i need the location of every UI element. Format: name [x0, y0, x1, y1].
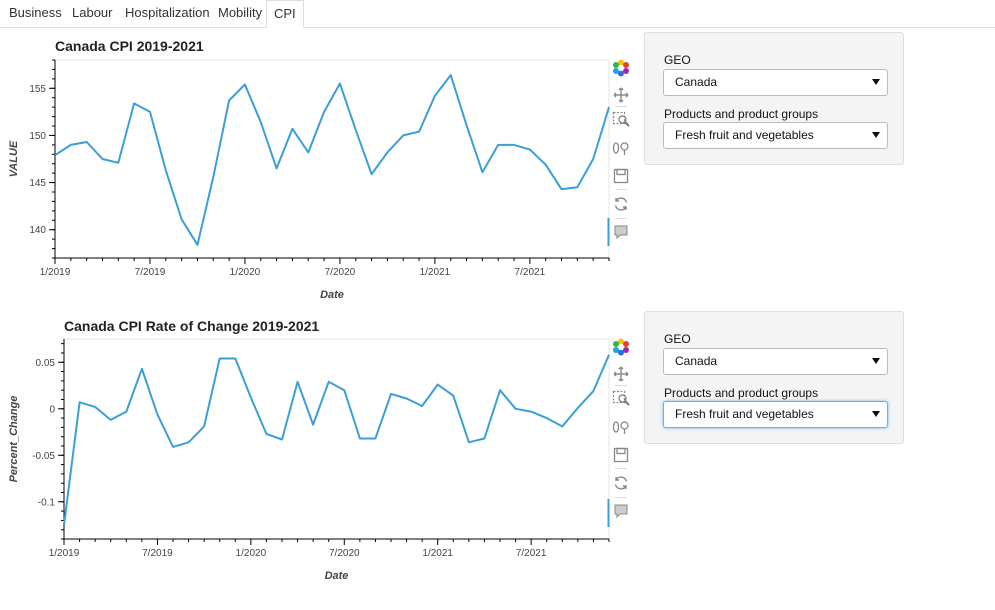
- wheel-zoom-icon[interactable]: [610, 138, 632, 158]
- box-zoom-icon[interactable]: [610, 389, 632, 409]
- toolbar-divider: [615, 468, 627, 469]
- bokeh-logo-icon: [610, 337, 632, 357]
- x-tick-label: 1/2020: [236, 548, 267, 559]
- x-tick-label: 7/2019: [135, 267, 166, 278]
- box-zoom-icon[interactable]: [610, 110, 632, 130]
- plot-frame: [54, 59, 610, 259]
- x-tick-label: 1/2019: [40, 267, 71, 278]
- x-axis-label: Date: [320, 289, 344, 301]
- product-select-value: Fresh fruit and vegetables: [675, 128, 814, 142]
- save-icon[interactable]: [610, 166, 632, 186]
- x-tick-label: 1/2021: [422, 548, 453, 559]
- series-line: [54, 74, 610, 246]
- save-icon[interactable]: [610, 445, 632, 465]
- tab-bar: Business Labour Hospitalization Mobility…: [0, 0, 995, 28]
- geo-select[interactable]: Canada: [663, 348, 888, 375]
- chevron-down-icon: [872, 132, 880, 138]
- y-tick-label: 155: [29, 84, 46, 95]
- chart-title: Canada CPI 2019-2021: [55, 38, 204, 54]
- cpi-line-chart[interactable]: 140 145 150 155 1/2019 7/2019 1/2020 7/2020 1/20…: [0, 0, 612, 310]
- y-tick-label: 140: [29, 225, 46, 236]
- hover-icon[interactable]: [610, 501, 632, 521]
- geo-label: GEO: [664, 53, 691, 67]
- x-tick-label: 7/2021: [516, 548, 547, 559]
- chevron-down-icon: [872, 411, 880, 417]
- y-tick-label: -0.1: [38, 497, 56, 508]
- x-tick-label: 7/2020: [329, 548, 360, 559]
- geo-select-value: Canada: [675, 354, 718, 368]
- chevron-down-icon: [872, 358, 880, 364]
- toolbar-divider: [615, 218, 627, 219]
- tab-hospitalization[interactable]: Hospitalization: [125, 5, 210, 20]
- x-tick-label: 1/2021: [420, 267, 451, 278]
- x-tick-label: 7/2021: [515, 267, 546, 278]
- x-tick-label: 7/2019: [142, 548, 173, 559]
- chart-panel-cpi: Canada CPI 2019-2021 140 145 150 155 1/2019 7…: [0, 0, 612, 310]
- reset-icon[interactable]: [610, 473, 632, 493]
- tab-business[interactable]: Business: [9, 5, 62, 20]
- pan-icon[interactable]: [610, 85, 632, 105]
- hover-icon[interactable]: [610, 222, 632, 242]
- y-tick-label: 0: [49, 404, 55, 415]
- y-tick-label: 145: [29, 178, 46, 189]
- toolbar-divider: [615, 385, 627, 386]
- chart-title: Canada CPI Rate of Change 2019-2021: [64, 318, 320, 334]
- x-tick-label: 7/2020: [325, 267, 356, 278]
- geo-select-value: Canada: [675, 75, 718, 89]
- y-axis-label: Percent_Change: [8, 396, 20, 483]
- x-tick-label: 1/2019: [49, 548, 80, 559]
- filter-widget-rate-of-change: GEO Canada Products and product groups F…: [644, 311, 904, 444]
- tab-cpi[interactable]: CPI: [266, 0, 304, 28]
- geo-label: GEO: [664, 332, 691, 346]
- toolbar-divider: [615, 189, 627, 190]
- y-tick-label: -0.05: [32, 451, 55, 462]
- product-label: Products and product groups: [664, 107, 819, 121]
- x-tick-label: 1/2020: [230, 267, 261, 278]
- series-line: [63, 354, 610, 526]
- product-select[interactable]: Fresh fruit and vegetables: [663, 401, 888, 428]
- chevron-down-icon: [872, 79, 880, 85]
- wheel-zoom-icon[interactable]: [610, 417, 632, 437]
- tab-mobility[interactable]: Mobility: [218, 5, 263, 20]
- geo-select[interactable]: Canada: [663, 69, 888, 96]
- reset-icon[interactable]: [610, 194, 632, 214]
- chart-toolbar: [610, 58, 632, 248]
- rate-of-change-line-chart[interactable]: -0.1 -0.05 0 0.05 1/2019 7/2019 1/2020 7/2020 1/…: [0, 310, 612, 610]
- product-select-value: Fresh fruit and vegetables: [675, 407, 814, 421]
- filter-widget-cpi: GEO Canada Products and product groups F…: [644, 32, 904, 165]
- y-tick-label: 0.05: [36, 358, 56, 369]
- y-axis-label: VALUE: [8, 140, 20, 177]
- pan-icon[interactable]: [610, 364, 632, 384]
- x-axis-label: Date: [325, 570, 349, 582]
- chart-panel-rate-of-change: Canada CPI Rate of Change 2019-2021 -0.1…: [0, 310, 612, 610]
- y-tick-label: 150: [29, 131, 46, 142]
- tab-labour[interactable]: Labour: [72, 5, 113, 20]
- plot-frame: [63, 338, 610, 540]
- product-select[interactable]: Fresh fruit and vegetables: [663, 122, 888, 149]
- product-label: Products and product groups: [664, 386, 819, 400]
- chart-toolbar: [610, 337, 632, 527]
- toolbar-divider: [615, 497, 627, 498]
- toolbar-divider: [615, 106, 627, 107]
- bokeh-logo-icon: [610, 58, 632, 78]
